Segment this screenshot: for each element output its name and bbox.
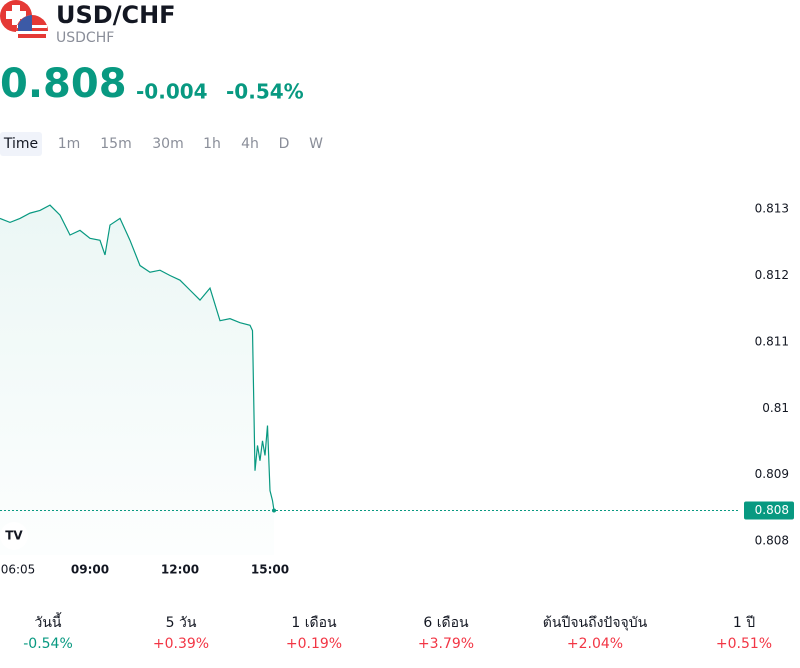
symbol: USDCHF: [56, 30, 114, 46]
y-tick-label: 0.812: [755, 268, 789, 282]
x-tick-label: 12:00: [161, 563, 199, 577]
area: [0, 205, 274, 555]
perf-label[interactable]: วันนี้: [34, 612, 62, 631]
x-tick-label: 06:05: [1, 563, 36, 577]
timeframe-button[interactable]: Time: [3, 136, 38, 152]
y-tick-label: 0.81: [762, 401, 789, 415]
perf-value[interactable]: +2.04%: [567, 636, 623, 652]
perf-value[interactable]: +0.19%: [286, 636, 342, 652]
timeframe-button[interactable]: 1m: [58, 136, 81, 152]
timeframe-button[interactable]: 15m: [100, 136, 131, 152]
timeframe-button[interactable]: 4h: [241, 136, 259, 152]
y-tick-label: 0.809: [755, 467, 789, 481]
change-percent: -0.54%: [226, 80, 304, 104]
y-tick-label: 0.813: [755, 202, 789, 216]
perf-value[interactable]: +3.79%: [418, 636, 474, 652]
svg-text:TV: TV: [5, 529, 23, 543]
line: [0, 204, 275, 511]
last-price-label: 0.808: [755, 503, 789, 517]
perf-label[interactable]: ต้นปีจนถึงปัจจุบัน: [543, 615, 648, 631]
timeframe-button[interactable]: D: [279, 136, 290, 152]
y-tick-label: 0.808: [755, 534, 789, 548]
tv-logo: TV: [0, 522, 28, 550]
price: 0.808: [0, 61, 127, 107]
timeframe-selected-bg: [0, 132, 42, 156]
timeframe-button[interactable]: 1h: [203, 136, 221, 152]
title: USD/CHF: [56, 1, 176, 29]
change: -0.004: [136, 80, 208, 104]
last-price-box: [744, 501, 794, 520]
perf-value[interactable]: -0.54%: [23, 636, 73, 652]
perf-value[interactable]: +0.39%: [153, 636, 209, 652]
perf-value[interactable]: +0.51%: [716, 636, 772, 652]
perf-label[interactable]: 5 วัน: [166, 615, 197, 631]
timeframe-button[interactable]: W: [309, 136, 323, 152]
perf-label[interactable]: 1 ปี: [733, 615, 755, 631]
timeframe-button[interactable]: 30m: [152, 136, 183, 152]
flags-icon: [0, 0, 48, 47]
x-tick-label: 09:00: [71, 563, 109, 577]
y-tick-label: 0.811: [755, 334, 789, 348]
perf-label[interactable]: 1 เดือน: [291, 615, 337, 631]
perf-label[interactable]: 6 เดือน: [423, 615, 469, 631]
x-tick-label: 15:00: [251, 563, 289, 577]
